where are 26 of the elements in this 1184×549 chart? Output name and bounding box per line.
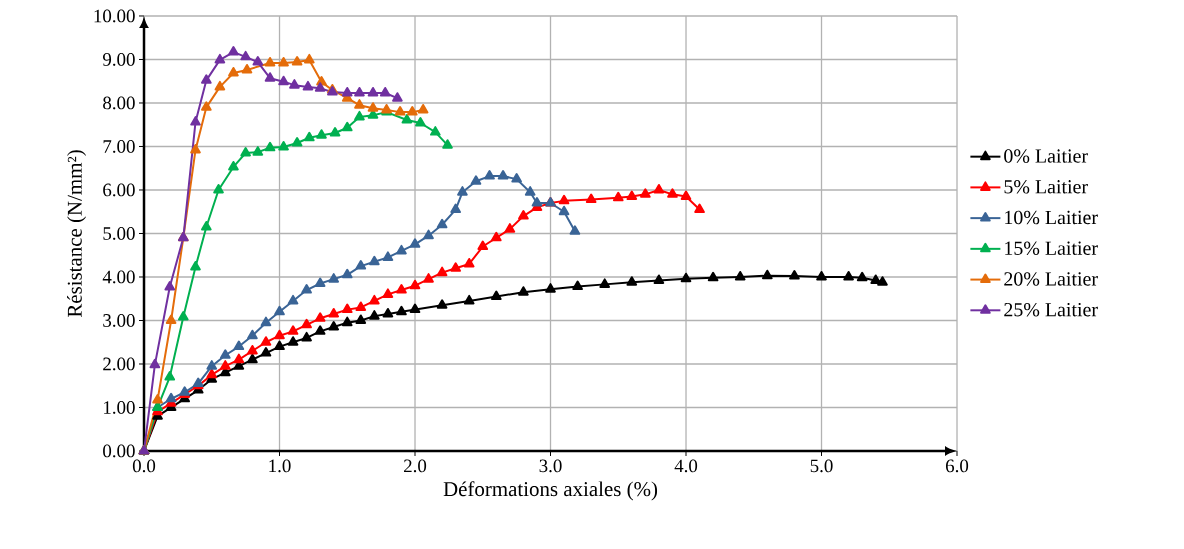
x-tick-label: 4.0 [674, 459, 698, 473]
x-tick-label: 1.0 [269, 459, 291, 473]
legend-label: 5% Laitier [1004, 180, 1088, 194]
x-tick-label: 0.0 [132, 459, 156, 473]
x-tick-label: 2.0 [404, 459, 427, 473]
y-tick-label: 6.00 [103, 183, 135, 197]
y-tick-label: 1.00 [104, 401, 135, 414]
legend-label: 10% Laitier [1005, 210, 1098, 225]
y-tick-label: 7.00 [103, 140, 135, 153]
x-axis-title: Déformations axiales (%) [443, 481, 658, 501]
legend-label: 0% Laitier [1004, 149, 1088, 163]
x-tick-label: 5.0 [810, 459, 833, 473]
legend-label: 15% Laitier [1005, 241, 1098, 255]
y-axis-title: Résistance (N/mm²) [67, 150, 87, 318]
y-tick-label: 2.00 [103, 357, 135, 371]
y-tick-label: 3.00 [103, 314, 135, 327]
x-tick-label: 3.0 [539, 459, 562, 473]
y-tick-label: 9.00 [102, 53, 135, 66]
x-tick-label: 6.0 [945, 459, 969, 473]
y-tick-label: 5.00 [103, 227, 135, 240]
y-tick-label: 4.00 [102, 270, 135, 284]
y-tick-label: 10.00 [94, 9, 135, 23]
y-tick-label: 0.00 [103, 444, 135, 458]
y-tick-label: 8.00 [103, 96, 135, 110]
legend-label: 25% Laitier [1004, 302, 1098, 317]
legend-label: 20% Laitier [1004, 272, 1098, 286]
